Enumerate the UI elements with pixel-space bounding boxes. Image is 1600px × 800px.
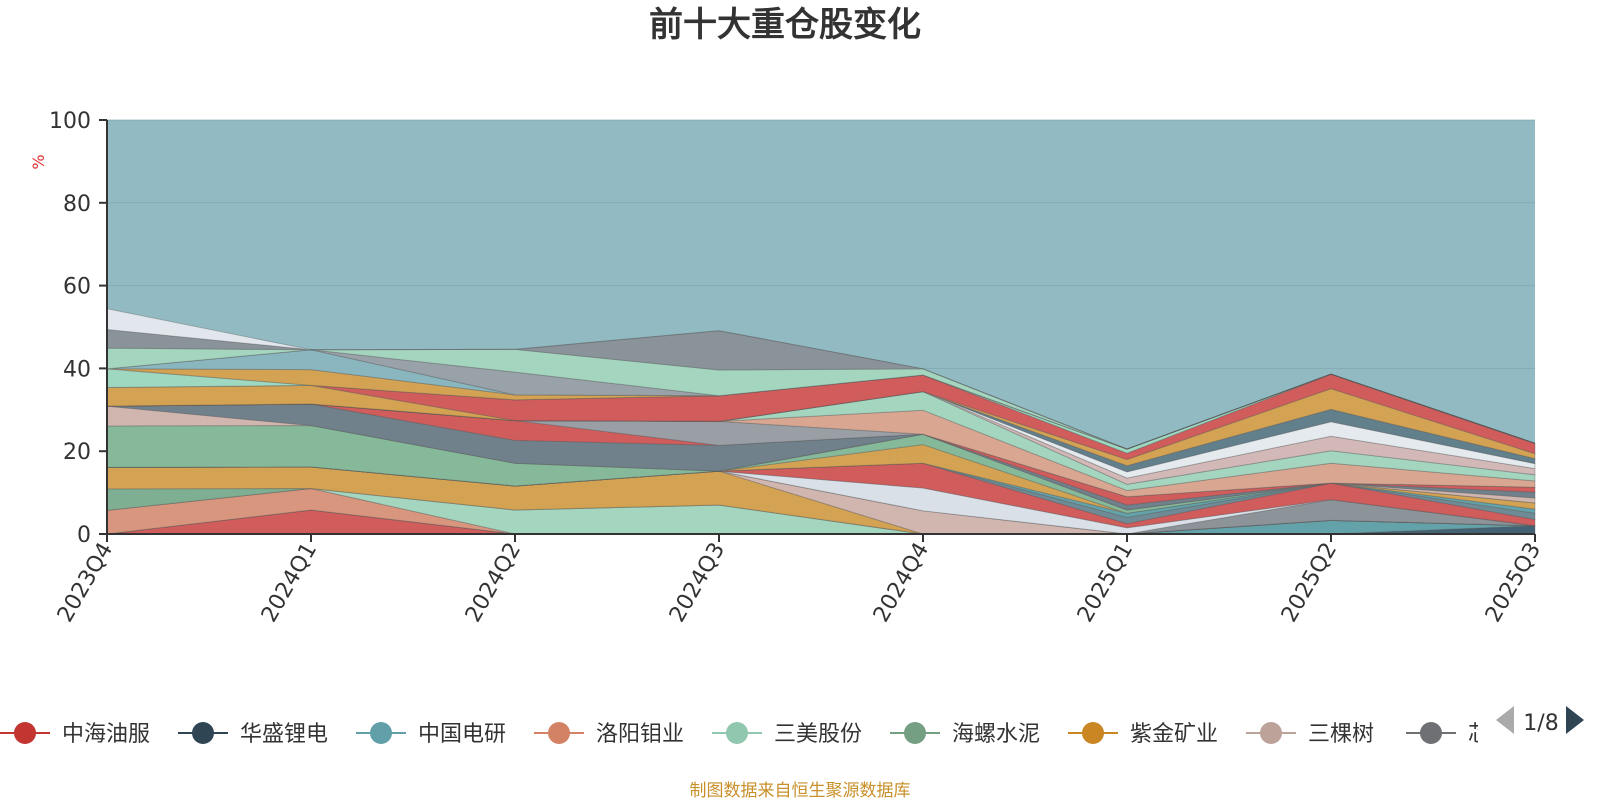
y-tick-label: 60 bbox=[63, 275, 91, 300]
legend-next-icon[interactable] bbox=[1566, 706, 1584, 734]
y-axis-unit: % bbox=[29, 154, 48, 169]
x-tick-label: 2025Q2 bbox=[1277, 539, 1342, 627]
legend-label: 洛阳钼业 bbox=[596, 722, 684, 747]
legend-marker-icon bbox=[192, 722, 214, 744]
x-tick-label: 2023Q4 bbox=[53, 539, 118, 627]
legend-label: 华盛锂电 bbox=[240, 722, 328, 747]
area-兴业银锡 bbox=[106, 308, 1536, 450]
source-note: 制图数据来自恒生聚源数据库 bbox=[690, 781, 911, 800]
area-雅化集团 bbox=[106, 403, 1536, 506]
legend-label: 海螺水泥 bbox=[952, 722, 1040, 747]
legend-label: 三棵树 bbox=[1308, 722, 1374, 747]
x-tick-label: 2024Q1 bbox=[257, 539, 322, 627]
area-永兴材料 bbox=[106, 403, 1536, 511]
legend-item[interactable]: 三美股份 bbox=[712, 722, 862, 747]
legend-label: 紫金矿业 bbox=[1130, 722, 1218, 747]
y-tick-label: 80 bbox=[63, 192, 91, 217]
x-tick-label: 2025Q3 bbox=[1481, 539, 1546, 627]
legend[interactable]: 中海油服 华盛锂电 中国电研 洛阳钼业 三美股份 海螺水泥 紫金矿业 三棵树 芯源微 bbox=[0, 722, 1534, 747]
legend-item[interactable]: 华盛锂电 bbox=[178, 722, 328, 747]
y-tick-label: 40 bbox=[63, 357, 91, 382]
legend-item[interactable]: 洛阳钼业 bbox=[534, 722, 684, 747]
legend-prev-icon[interactable] bbox=[1496, 706, 1514, 734]
area-宝丰能源 bbox=[106, 405, 1536, 511]
legend-item[interactable]: 芯源微 bbox=[1406, 722, 1534, 747]
legend-item[interactable]: 海螺水泥 bbox=[890, 722, 1040, 747]
y-tick-label: 0 bbox=[77, 523, 91, 548]
legend-marker-icon bbox=[1082, 722, 1104, 744]
legend-item[interactable]: 中国电研 bbox=[356, 722, 506, 747]
legend-marker-icon bbox=[726, 722, 748, 744]
legend-label: 三美股份 bbox=[774, 722, 862, 747]
x-tick-label: 2024Q3 bbox=[665, 539, 730, 627]
legend-marker-icon bbox=[548, 722, 570, 744]
legend-item[interactable]: 三棵树 bbox=[1246, 722, 1374, 747]
legend-item[interactable]: 紫金矿业 bbox=[1068, 722, 1218, 747]
legend-label: 中海油服 bbox=[62, 722, 150, 747]
legend-label: 芯源微 bbox=[1468, 722, 1534, 747]
x-tick-label: 2024Q2 bbox=[461, 539, 526, 627]
legend-label: 中国电研 bbox=[418, 722, 506, 747]
y-tick-label: 100 bbox=[49, 109, 91, 134]
chart-title: 前十大重仓股变化 bbox=[649, 5, 921, 45]
legend-item[interactable]: 中海油服 bbox=[0, 722, 150, 747]
legend-marker-icon bbox=[904, 722, 926, 744]
legend-page-indicator: 1/8 bbox=[1523, 711, 1558, 736]
area-神火股份 bbox=[106, 328, 1536, 450]
legend-marker-icon bbox=[1260, 722, 1282, 744]
legend-marker-icon bbox=[1420, 722, 1442, 744]
legend-pager: 1/8 bbox=[1496, 706, 1584, 736]
x-tick-label: 2024Q4 bbox=[869, 539, 934, 627]
legend-marker-icon bbox=[370, 722, 392, 744]
x-tick-label: 2025Q1 bbox=[1073, 539, 1138, 627]
y-tick-label: 20 bbox=[63, 440, 91, 465]
legend-marker-icon bbox=[14, 722, 36, 744]
